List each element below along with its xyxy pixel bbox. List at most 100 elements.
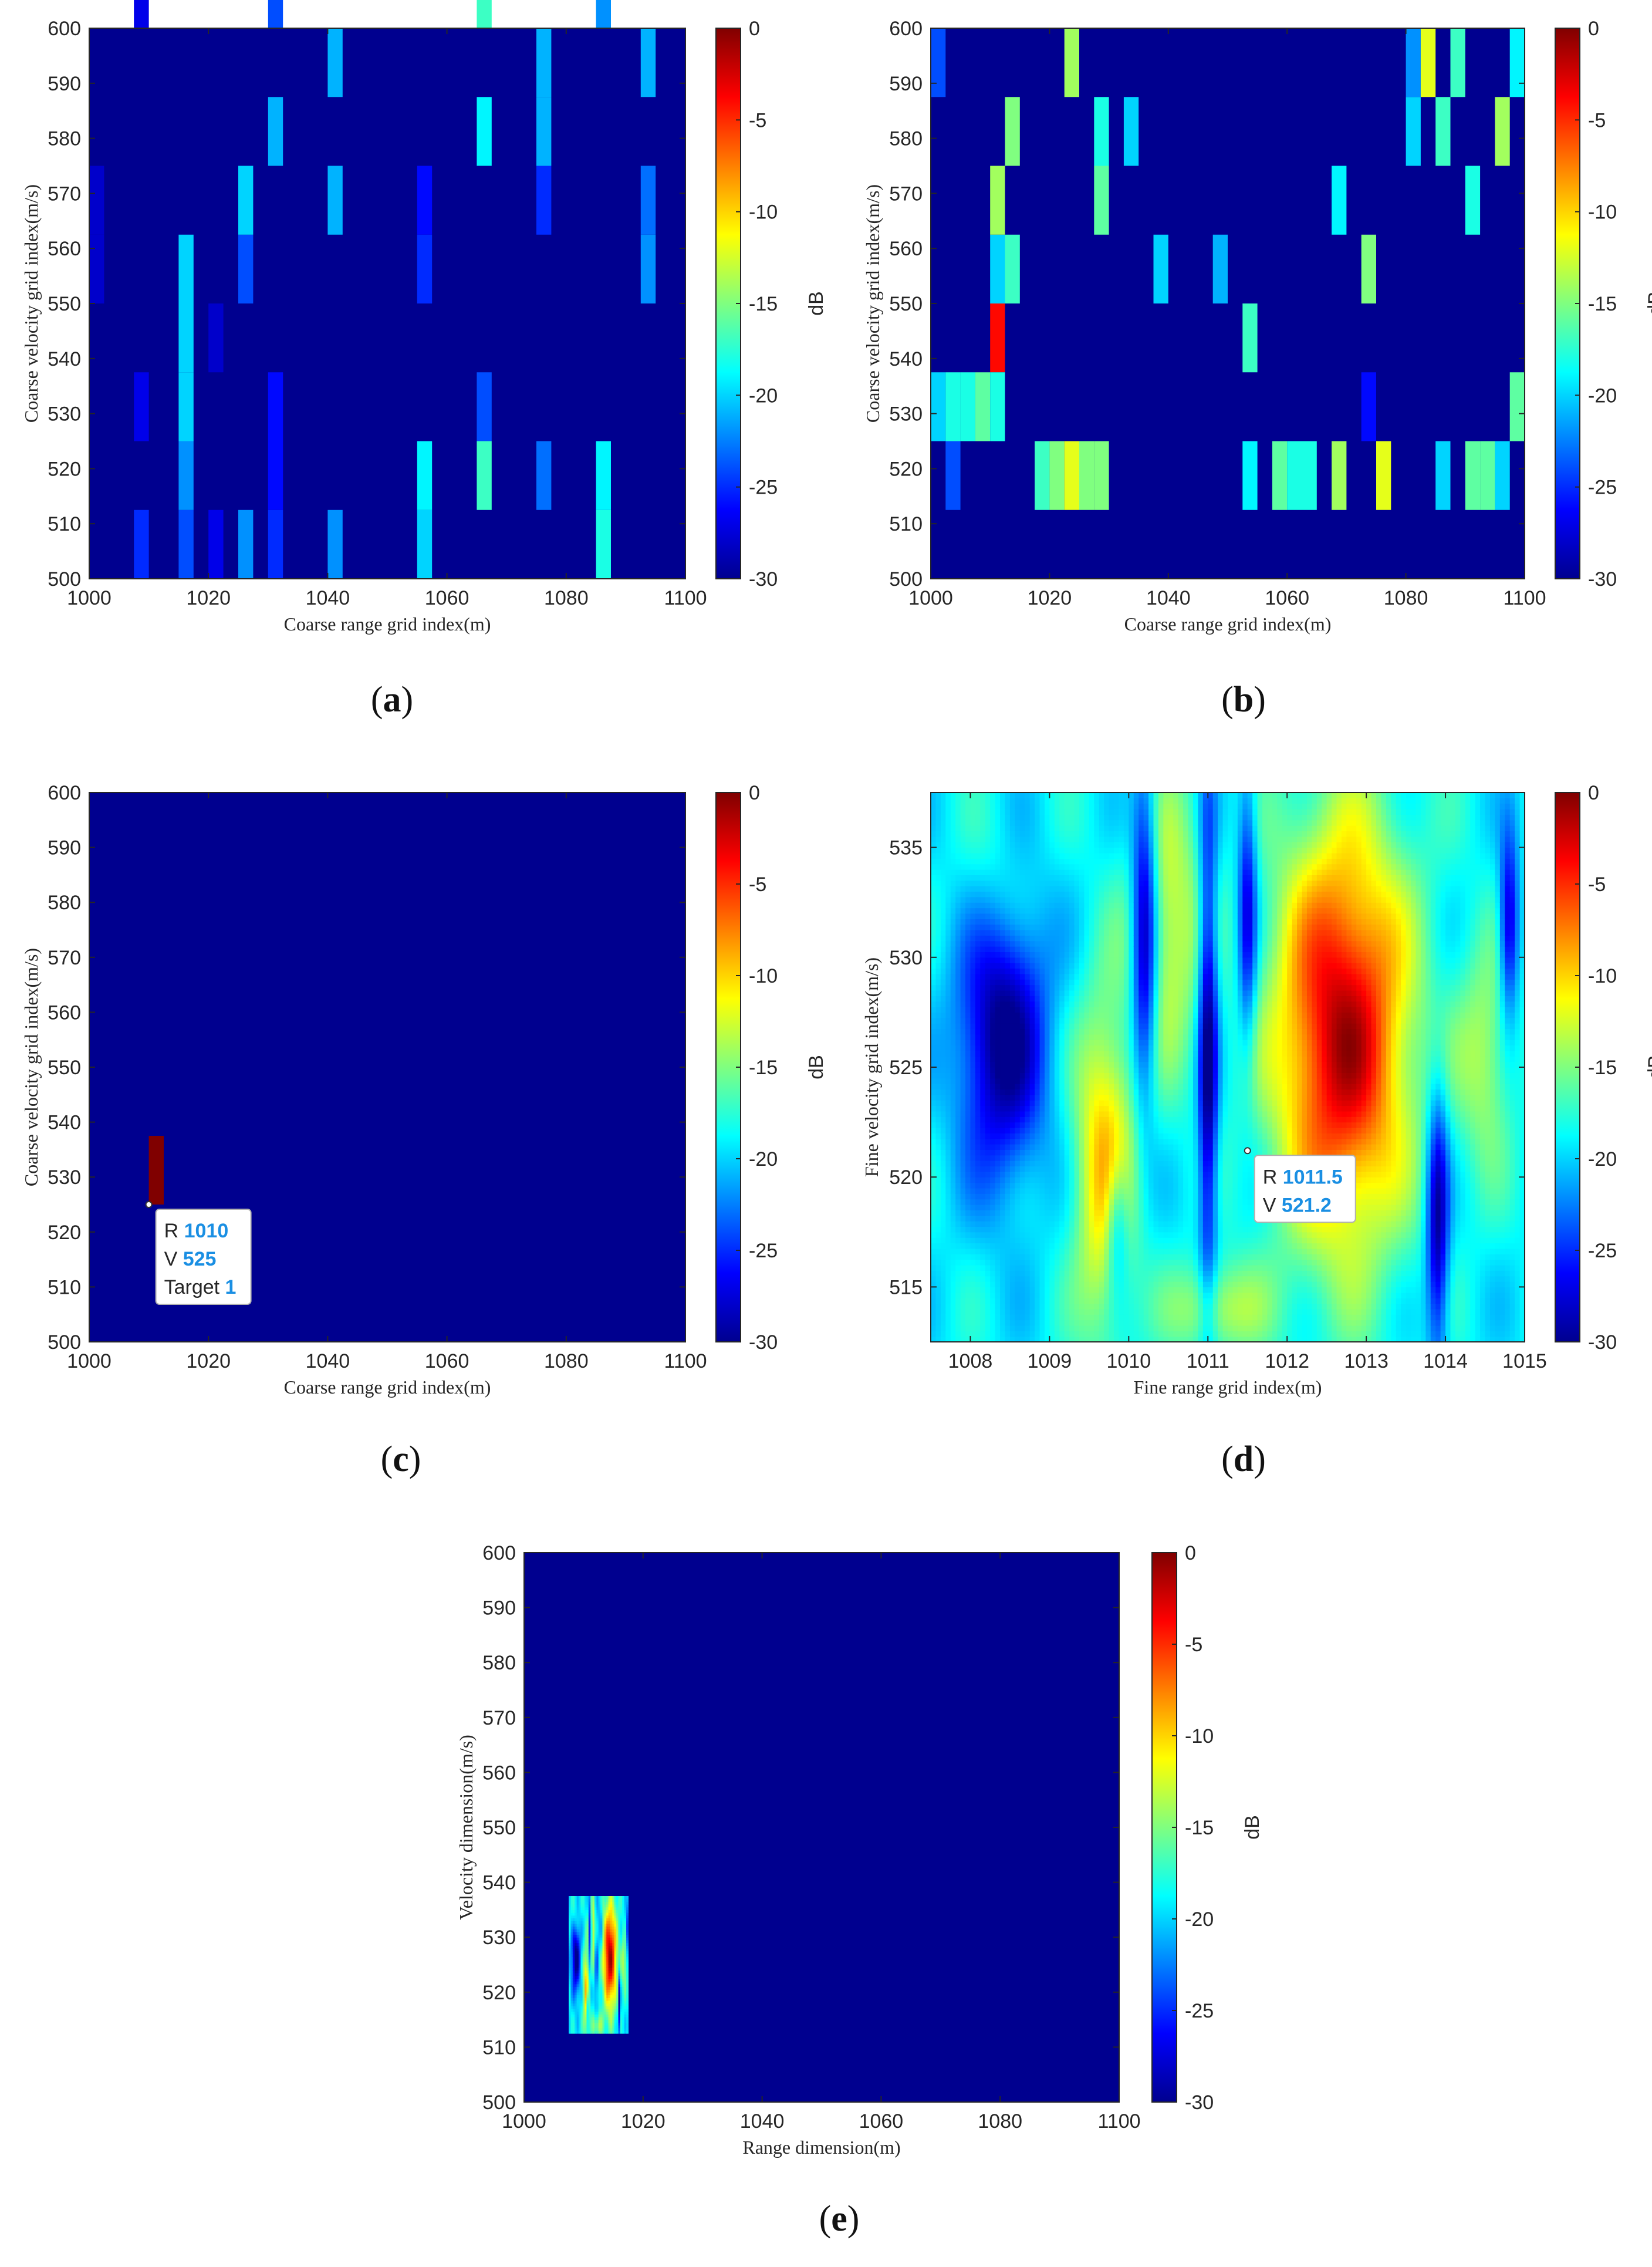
heat-cell xyxy=(1129,1232,1134,1238)
heat-cell xyxy=(945,1094,951,1101)
heat-cell xyxy=(1114,1161,1120,1167)
heat-cell xyxy=(1025,1193,1031,1200)
heat-cell xyxy=(1009,1100,1015,1106)
heat-cell xyxy=(1133,1017,1139,1024)
heat-cell xyxy=(1123,896,1129,903)
heat-cell xyxy=(596,0,611,28)
heat-cell xyxy=(1094,1138,1100,1145)
heat-cell xyxy=(950,952,956,958)
heat-cell xyxy=(1109,973,1114,980)
heat-cell xyxy=(1005,869,1011,875)
heat-cell xyxy=(1064,1292,1070,1298)
heat-cell xyxy=(1143,1166,1149,1172)
heat-cell xyxy=(1035,1138,1040,1145)
heat-cell xyxy=(1119,1105,1124,1112)
heat-cell xyxy=(965,940,971,947)
heat-cell xyxy=(995,1161,1001,1167)
heat-cell xyxy=(995,825,1001,832)
heat-cell xyxy=(1094,984,1100,991)
heat-cell xyxy=(935,1314,941,1321)
heat-cell xyxy=(1158,1078,1164,1084)
heat-cell xyxy=(1039,1320,1045,1326)
heat-cell xyxy=(1114,990,1120,996)
heat-cell xyxy=(1074,1067,1080,1073)
heat-cell xyxy=(1133,803,1139,809)
heat-cell xyxy=(1039,852,1045,859)
heat-cell xyxy=(970,1248,976,1254)
heat-cell xyxy=(935,1188,941,1194)
heat-cell xyxy=(1049,875,1055,881)
heat-cell xyxy=(1074,957,1080,963)
heat-cell xyxy=(1049,1314,1055,1321)
colorbar-label: dB xyxy=(805,291,827,316)
heat-cell xyxy=(1133,1254,1139,1260)
heat-cell xyxy=(1035,1226,1040,1233)
heat-cell xyxy=(1074,1171,1080,1178)
data-tip-key: R xyxy=(164,1220,184,1242)
heat-cell xyxy=(1153,1155,1159,1161)
heat-cell xyxy=(1009,1144,1015,1150)
heat-cell xyxy=(596,441,611,510)
heat-cell xyxy=(970,891,976,898)
heat-cell xyxy=(1094,973,1100,980)
heat-cell xyxy=(1094,957,1100,963)
heat-cell xyxy=(1114,913,1120,919)
heat-cell xyxy=(1094,946,1100,953)
heat-cell xyxy=(1129,957,1134,963)
heat-cell xyxy=(1035,902,1040,909)
heat-cell xyxy=(940,908,946,914)
heat-cell xyxy=(1054,1314,1060,1321)
heat-cell xyxy=(940,1336,946,1342)
heat-cell xyxy=(1079,1105,1085,1112)
heat-cell xyxy=(1089,935,1094,942)
heat-cell xyxy=(1123,935,1129,942)
heat-cell xyxy=(1084,1138,1090,1145)
heat-cell xyxy=(1069,908,1075,914)
heat-cell xyxy=(1069,1248,1075,1254)
heat-cell xyxy=(1064,852,1070,859)
heat-cell xyxy=(1049,1116,1055,1123)
heat-cell xyxy=(985,869,991,875)
heat-cell xyxy=(1104,952,1110,958)
heat-cell xyxy=(940,1243,946,1249)
heat-cell xyxy=(950,1094,956,1101)
heat-cell xyxy=(980,1287,986,1293)
heat-cell xyxy=(1129,1028,1134,1035)
heat-cell xyxy=(1143,1105,1149,1112)
heat-cell xyxy=(1099,1111,1104,1117)
heat-cell xyxy=(1129,1122,1134,1128)
heat-cell xyxy=(970,1232,976,1238)
heat-cell xyxy=(1123,1155,1129,1161)
heat-cell xyxy=(1019,1133,1025,1139)
heat-cell xyxy=(1079,1199,1085,1205)
heat-cell xyxy=(935,996,941,1002)
heat-cell xyxy=(970,1127,976,1134)
heat-cell xyxy=(1114,1133,1120,1139)
heat-cell xyxy=(1158,1144,1164,1150)
heat-cell xyxy=(940,1331,946,1337)
heat-cell xyxy=(1084,990,1090,996)
heat-cell xyxy=(985,819,991,826)
heat-cell xyxy=(931,1199,937,1205)
heat-cell xyxy=(1143,1127,1149,1134)
heat-cell xyxy=(945,1138,951,1145)
heat-cell xyxy=(1019,1221,1025,1227)
heat-cell xyxy=(1089,1111,1094,1117)
heat-cell xyxy=(945,946,951,953)
heat-cell xyxy=(1104,880,1110,886)
heat-cell xyxy=(1084,1193,1090,1200)
heat-cell xyxy=(1114,1281,1120,1287)
heat-cell xyxy=(1104,1094,1110,1101)
heat-cell xyxy=(965,1040,971,1046)
heat-cell xyxy=(1148,1182,1154,1189)
heat-cell xyxy=(980,1188,986,1194)
heat-cell xyxy=(950,819,956,826)
heat-cell xyxy=(995,1248,1001,1254)
heat-cell xyxy=(1104,1078,1110,1084)
heat-cell xyxy=(1049,1336,1055,1342)
heat-cell xyxy=(975,952,981,958)
heat-cell xyxy=(985,952,991,958)
heat-cell xyxy=(1069,968,1075,974)
heat-cell xyxy=(945,1308,951,1315)
heat-cell xyxy=(960,1100,966,1106)
